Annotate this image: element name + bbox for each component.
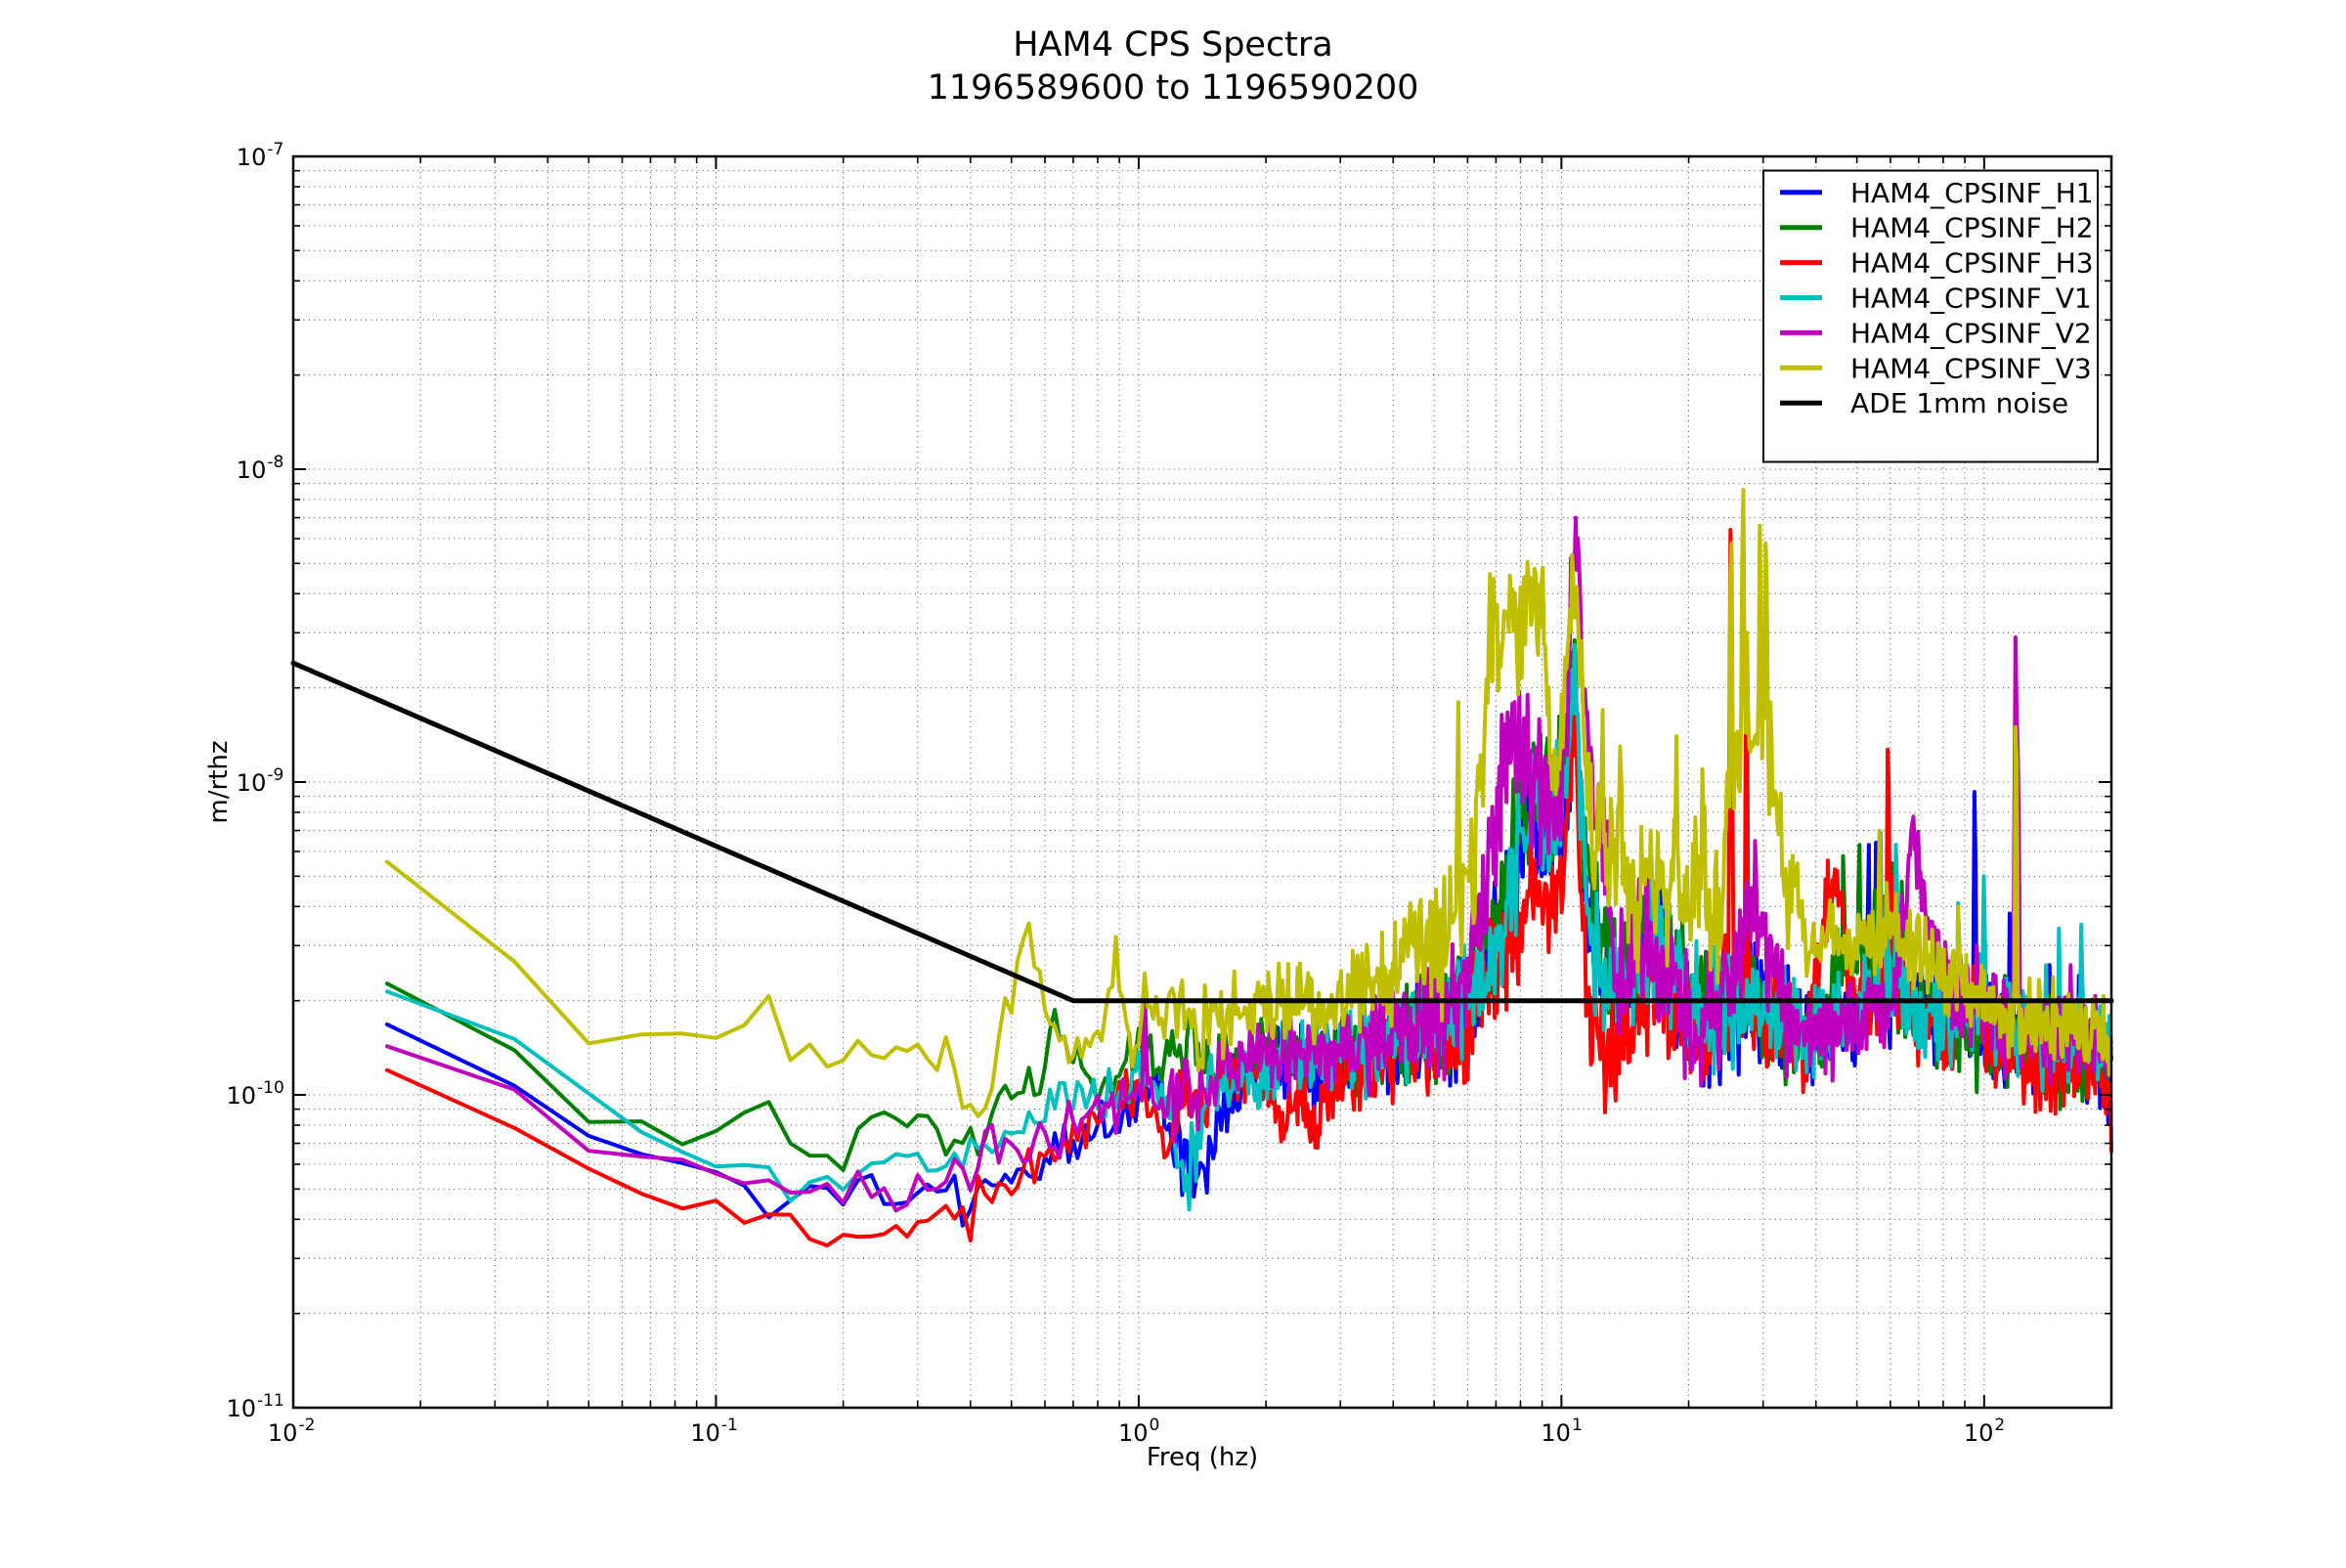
x-axis-label: Freq (hz) [1147, 1443, 1258, 1472]
series-line-HAM4_CPSINF_H3 [385, 528, 2113, 1248]
legend-label-HAM4_CPSINF_H1: HAM4_CPSINF_H1 [1850, 177, 2094, 209]
tick-label-10e-2: 10-2 [268, 1416, 316, 1447]
legend-label-HAM4_CPSINF_V1: HAM4_CPSINF_V1 [1850, 283, 2092, 315]
chart-title-line2: 1196589600 to 1196590200 [928, 68, 1419, 108]
tick-label-10e-10: 10-10 [227, 1078, 284, 1110]
series-line-ADE 1mm noise [290, 660, 2114, 1004]
tick-label-10e-9: 10-9 [237, 765, 283, 797]
tick-label-10e0: 100 [1118, 1416, 1159, 1447]
tick-label-10e1: 101 [1541, 1416, 1582, 1447]
series-line-HAM4_CPSINF_V2 [385, 515, 2113, 1213]
tick-label-10e-7: 10-7 [237, 140, 283, 171]
legend: HAM4_CPSINF_H1HAM4_CPSINF_H2HAM4_CPSINF_… [1762, 169, 2099, 463]
tick-label-10e-1: 10-1 [690, 1416, 738, 1447]
legend-label-HAM4_CPSINF_H3: HAM4_CPSINF_H3 [1850, 247, 2094, 280]
data-series [290, 488, 2114, 1248]
y-axis-label: m/rthz [204, 740, 234, 823]
chart-title: HAM4 CPS Spectra 1196589600 to 119659020… [928, 25, 1419, 108]
chart-title-line1: HAM4 CPS Spectra [1013, 25, 1333, 65]
axes [291, 154, 2113, 1410]
legend-label-HAM4_CPSINF_V3: HAM4_CPSINF_V3 [1850, 352, 2092, 384]
tick-label-10e-11: 10-11 [227, 1391, 284, 1422]
legend-label-HAM4_CPSINF_V2: HAM4_CPSINF_V2 [1850, 317, 2092, 349]
tick-label-10e-8: 10-8 [237, 453, 283, 484]
legend-box [1762, 169, 2099, 463]
tick-labels: 10-2 10-1 100 101 102 10-11 10-10 10-9 10-8 10-7 [227, 140, 2006, 1447]
legend-label-ADE 1mm noise: ADE 1mm noise [1850, 387, 2068, 419]
series-line-HAM4_CPSINF_V3 [385, 488, 2113, 1118]
tick-label-10e2: 102 [1964, 1416, 2005, 1447]
legend-label-HAM4_CPSINF_H2: HAM4_CPSINF_H2 [1850, 212, 2094, 244]
